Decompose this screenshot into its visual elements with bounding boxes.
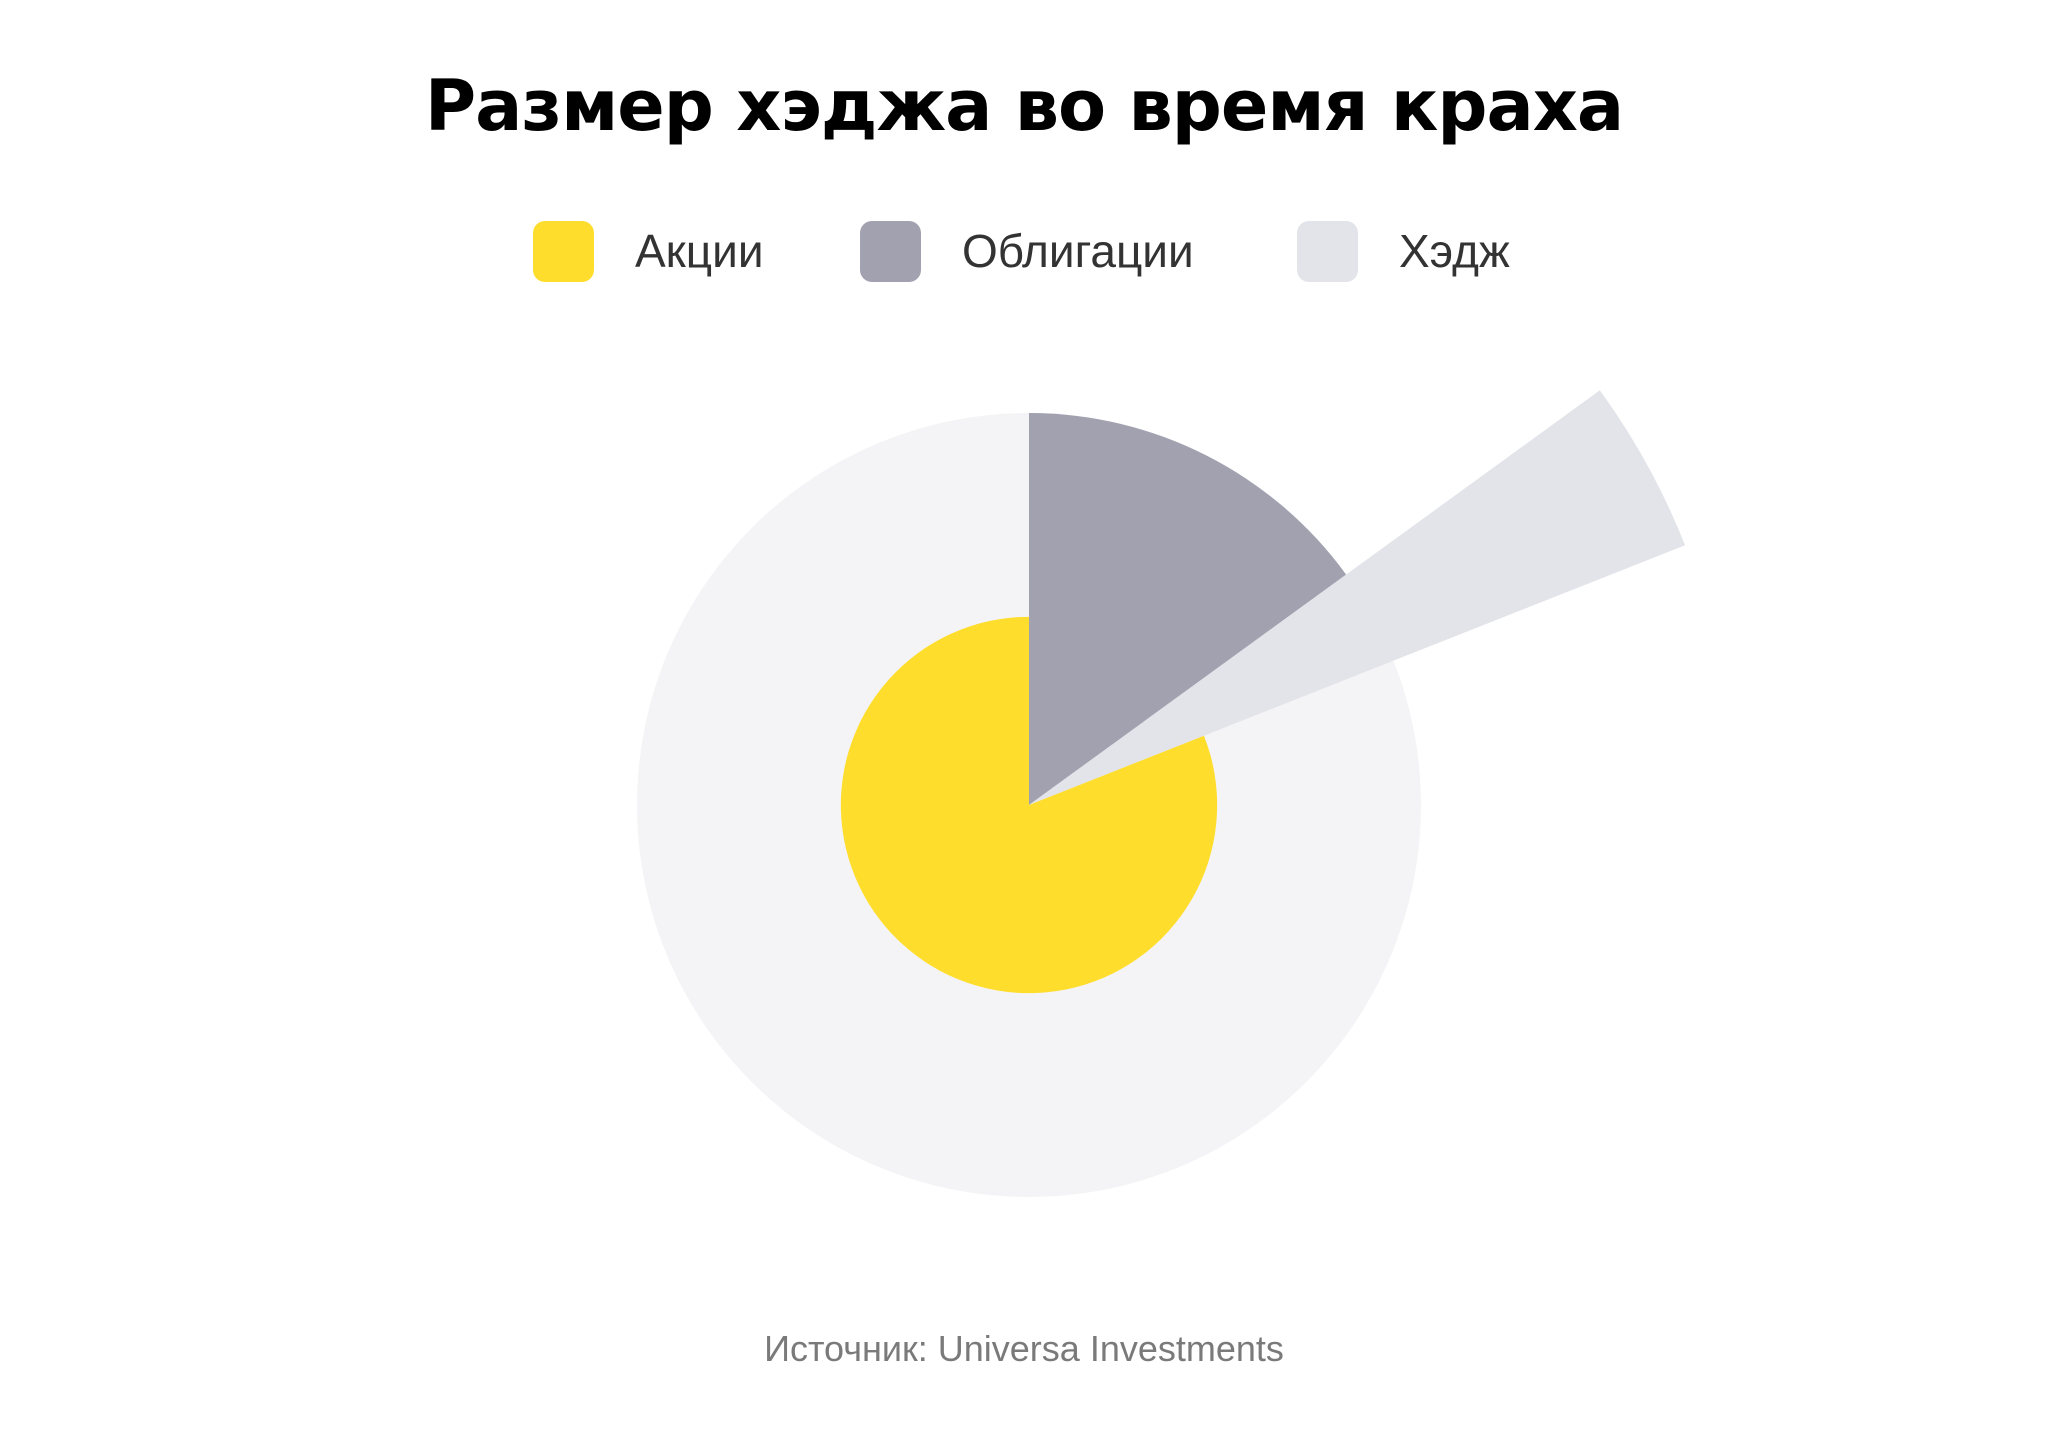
legend-label-equities: Акции <box>635 225 764 277</box>
legend-item-equities: Акции <box>533 218 764 284</box>
legend-label-bonds: Облигации <box>962 225 1194 277</box>
legend-swatch-bonds <box>860 220 921 282</box>
chart-title: Размер хэджа во время краха <box>424 65 1624 147</box>
pie-slice-equities <box>840 616 1218 994</box>
source-note: Источник: Universa Investments <box>764 1328 1284 1369</box>
legend-item-hedge: Хэдж <box>1297 218 1510 284</box>
legend-label-hedge: Хэдж <box>1399 225 1510 277</box>
chart-legend: Акции Облигации Хэдж <box>0 218 2048 284</box>
pie-slice-bonds <box>1029 413 1347 805</box>
legend-item-bonds: Облигации <box>860 218 1194 284</box>
legend-swatch-equities <box>533 220 594 282</box>
legend-swatch-hedge <box>1297 220 1358 282</box>
pie-slice-hedge <box>1029 390 1686 805</box>
